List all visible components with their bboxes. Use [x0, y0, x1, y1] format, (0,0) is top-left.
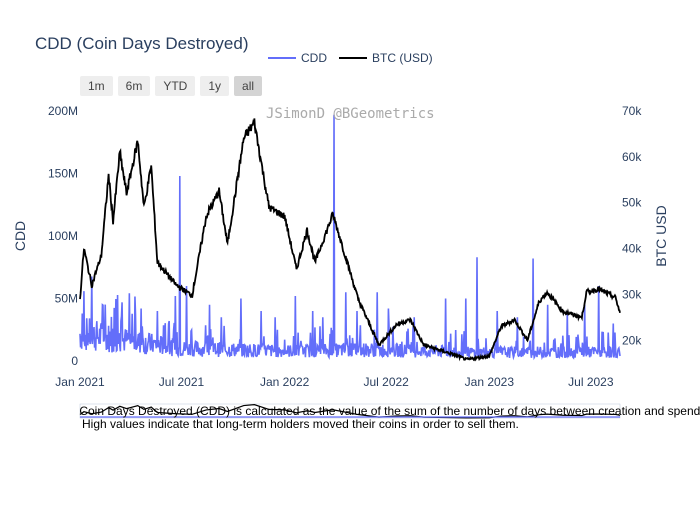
cdd-series-line: [79, 114, 621, 361]
legend-item-cdd[interactable]: CDD: [268, 51, 327, 65]
range-button-1y[interactable]: 1y: [200, 76, 230, 96]
legend-label-btc: BTC (USD): [372, 51, 433, 65]
range-selector: 1m 6m YTD 1y all: [80, 76, 267, 96]
y-right-tick-label: 30k: [622, 287, 642, 301]
y-left-tick-label: 200M: [48, 104, 78, 118]
range-button-ytd[interactable]: YTD: [155, 76, 196, 96]
legend-label-cdd: CDD: [301, 51, 327, 65]
y-right-tick-label: 20k: [622, 333, 642, 347]
watermark: JSimonD @BGeometrics: [266, 106, 435, 122]
x-tick-label: Jul 2023: [568, 375, 614, 389]
range-button-all[interactable]: all: [234, 76, 263, 96]
x-tick-label: Jan 2022: [260, 375, 310, 389]
chart-title: CDD (Coin Days Destroyed): [35, 34, 249, 53]
legend-item-btc[interactable]: BTC (USD): [339, 51, 433, 65]
y-right-tick-label: 70k: [622, 104, 642, 118]
note-line-1: Coin Days Destroyed (CDD) is calculated …: [76, 404, 700, 418]
x-tick-label: Jul 2021: [159, 375, 205, 389]
btc-price-line: [79, 118, 621, 362]
y-right-tick-label: 50k: [622, 196, 642, 210]
range-button-1m[interactable]: 1m: [80, 76, 113, 96]
y-right-tick-label: 40k: [622, 242, 642, 256]
y-right-tick-label: 60k: [622, 150, 642, 164]
x-tick-label: Jul 2022: [363, 375, 409, 389]
range-slider-track: [79, 403, 621, 419]
y-left-axis-title: CDD: [12, 221, 28, 251]
legend-swatch-btc: [339, 57, 367, 59]
x-tick-label: Jan 2021: [55, 375, 105, 389]
y-left-tick-label: 150M: [48, 167, 78, 181]
legend[interactable]: CDD BTC (USD): [268, 51, 445, 65]
chart-note: Coin Days Destroyed (CDD) is calculated …: [76, 405, 700, 430]
range-slider-preview-line: [79, 404, 621, 419]
y-left-tick-label: 50M: [55, 292, 78, 306]
note-line-2: High values indicate that long-term hold…: [82, 416, 519, 431]
y-left-tick-label: 100M: [48, 229, 78, 243]
x-tick-label: Jan 2023: [465, 375, 515, 389]
range-button-6m[interactable]: 6m: [117, 76, 151, 96]
y-right-axis-title: BTC USD: [653, 205, 669, 266]
y-left-tick-label: 0: [71, 354, 78, 368]
legend-swatch-cdd: [268, 57, 296, 59]
